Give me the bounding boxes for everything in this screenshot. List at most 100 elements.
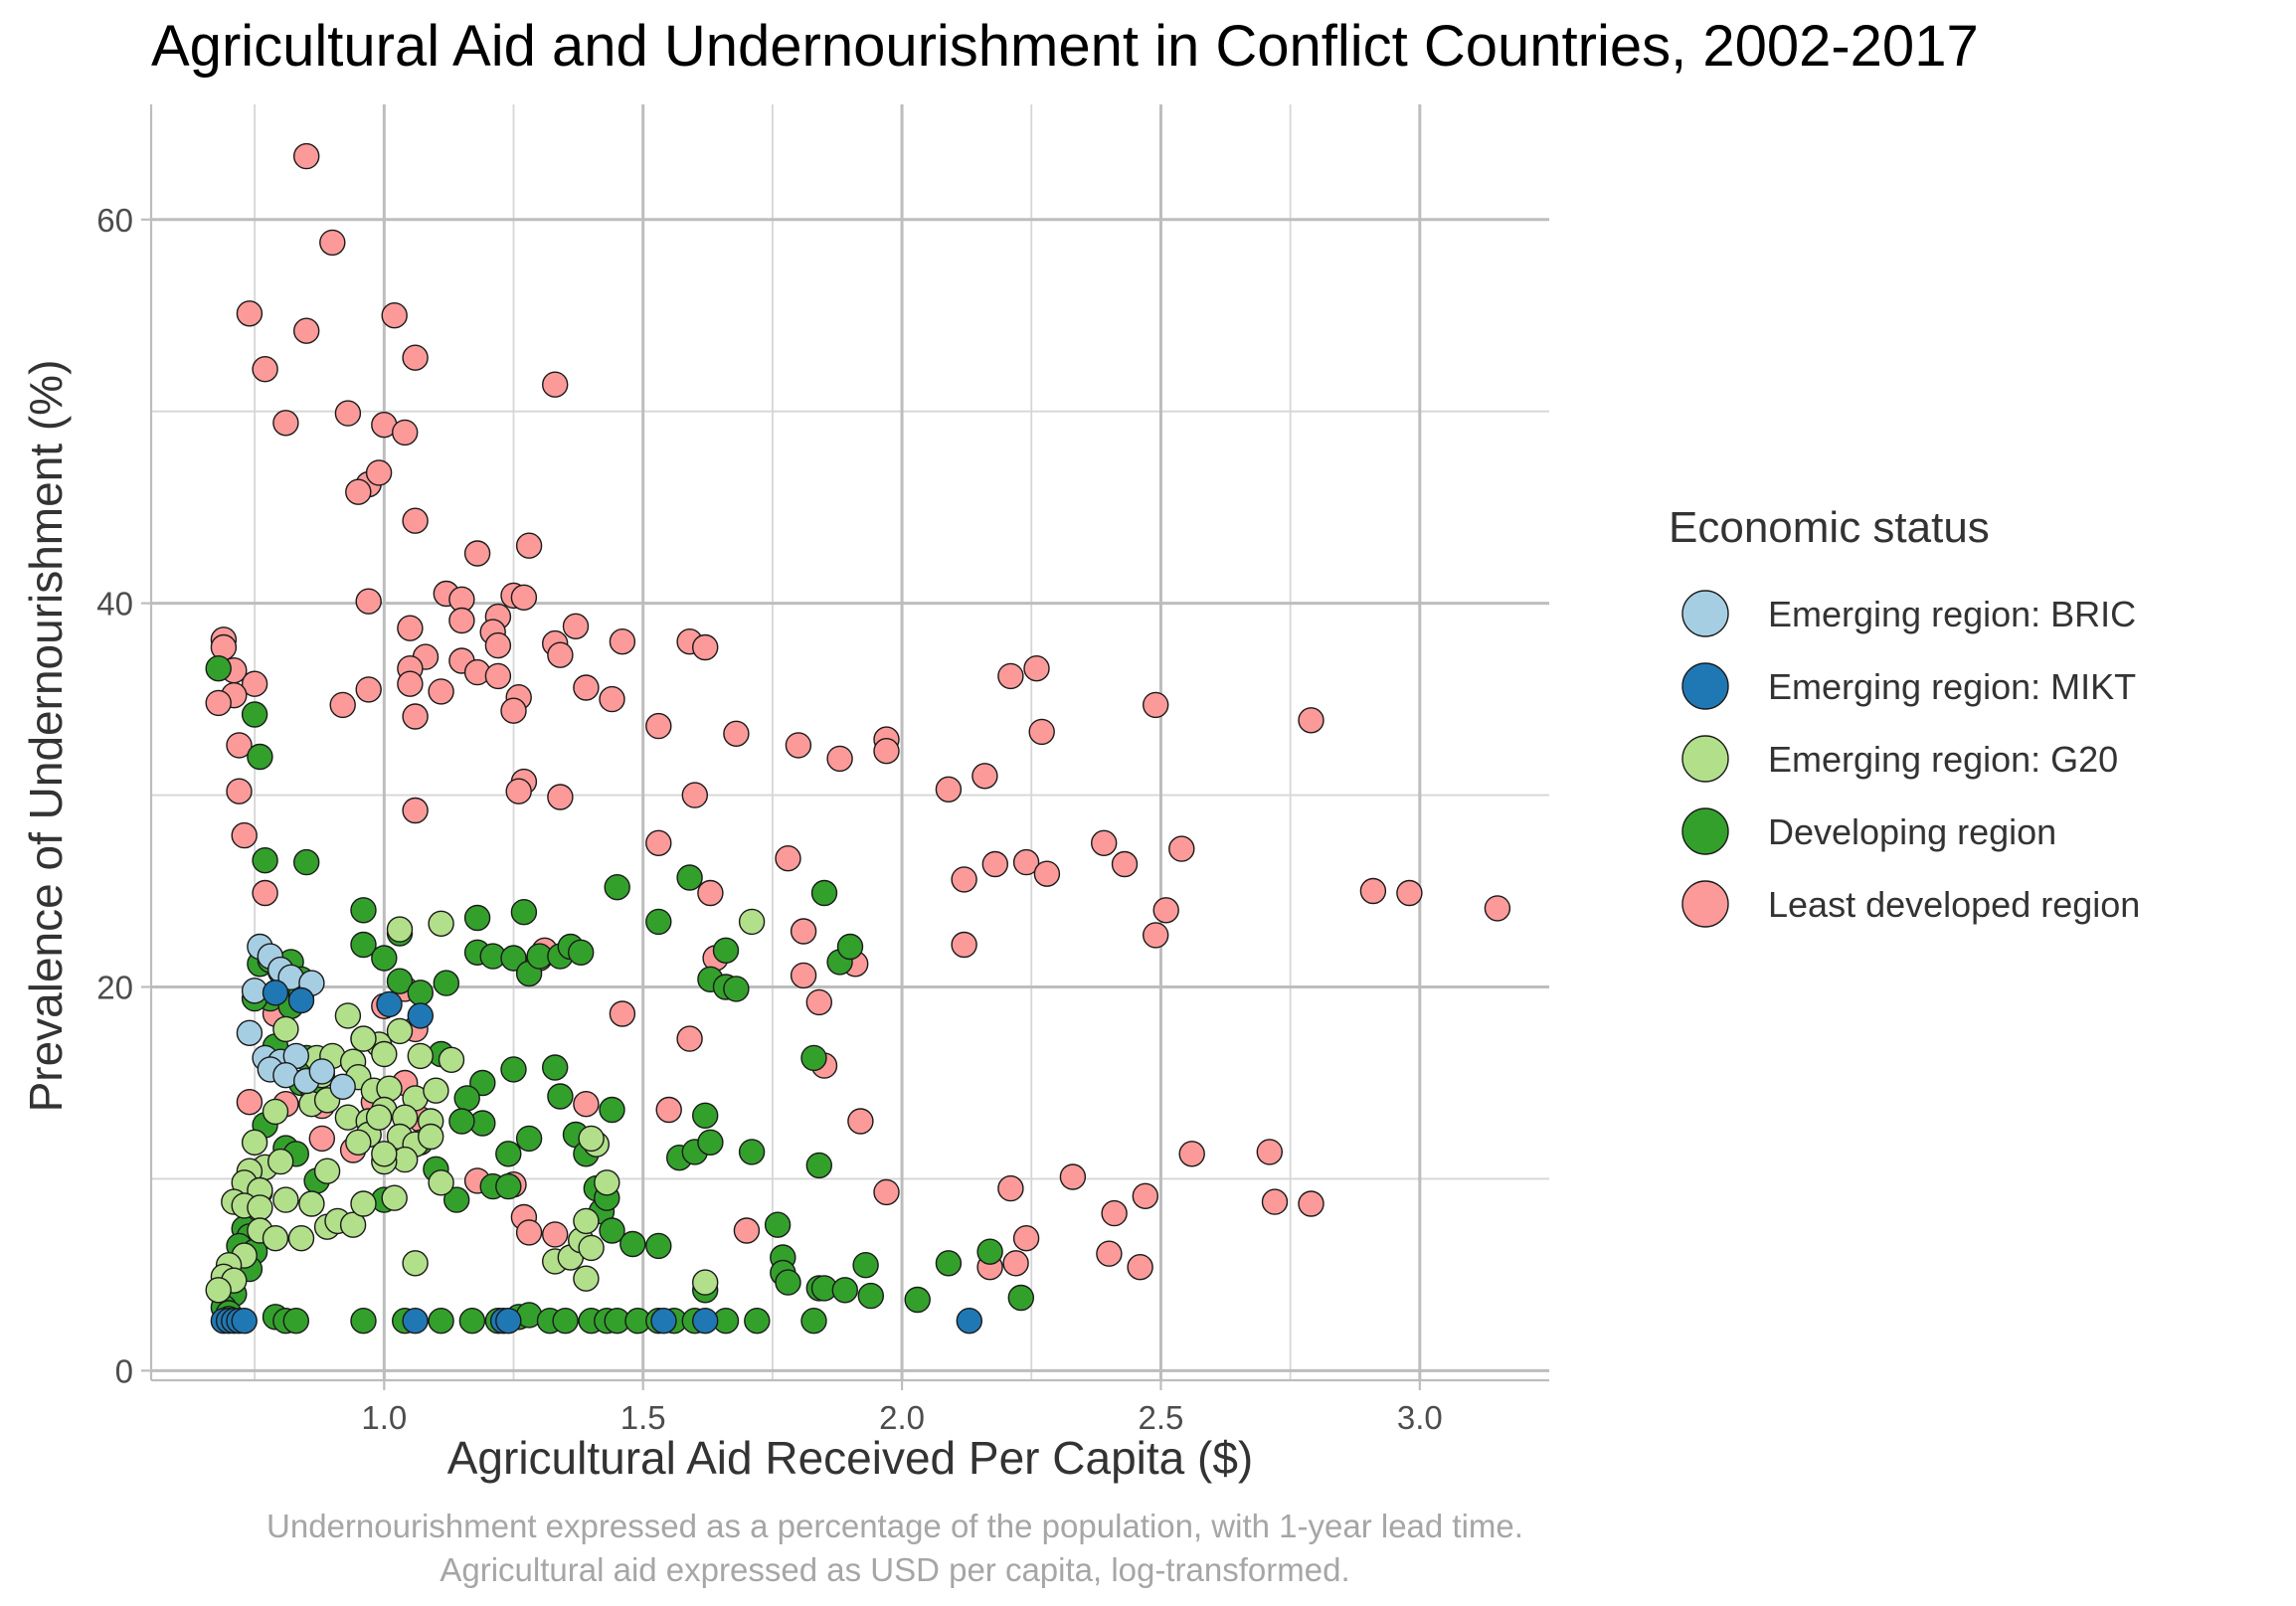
grid: [151, 104, 1549, 1380]
data-point-least-developed-region: [935, 776, 963, 803]
x-axis-title: Agricultural Aid Received Per Capita ($): [447, 1432, 1253, 1484]
data-point-emerging-region-g20: [287, 1224, 315, 1252]
data-point-emerging-region-g20: [578, 1234, 605, 1262]
data-points: [205, 142, 1511, 1335]
data-point-emerging-region-g20: [386, 916, 414, 943]
data-point-least-developed-region: [775, 845, 801, 872]
data-point-emerging-region-g20: [573, 1265, 600, 1292]
data-point-emerging-region-bric: [236, 1019, 264, 1047]
data-point-emerging-region-g20: [298, 1190, 325, 1217]
data-point-developing-region: [836, 933, 864, 961]
data-point-developing-region: [857, 1282, 884, 1310]
legend-key-emerging-region-bric: [1681, 590, 1729, 637]
data-point-least-developed-region: [1111, 850, 1139, 878]
data-point-emerging-region-g20: [692, 1269, 719, 1296]
data-point-least-developed-region: [951, 931, 977, 959]
data-point-least-developed-region: [1127, 1253, 1153, 1281]
data-point-least-developed-region: [428, 678, 454, 705]
axes: 1.0 1.5 2.0 2.5 3.0 0 20 40 60: [96, 104, 1549, 1436]
legend-title: Economic status: [1669, 503, 1990, 552]
data-point-least-developed-region: [241, 670, 268, 697]
data-point-least-developed-region: [1396, 879, 1423, 907]
y-tick-label: 40: [96, 586, 133, 623]
data-point-least-developed-region: [609, 628, 636, 655]
data-point-least-developed-region: [847, 1108, 874, 1135]
data-point-emerging-region-g20: [428, 1169, 454, 1196]
data-point-least-developed-region: [542, 1221, 569, 1248]
data-point-developing-region: [428, 1307, 454, 1335]
data-point-emerging-region-mikt: [402, 1307, 429, 1335]
data-point-developing-region: [775, 1269, 801, 1296]
data-point-least-developed-region: [676, 1025, 703, 1052]
data-point-developing-region: [252, 847, 278, 874]
data-point-emerging-region-g20: [334, 1002, 362, 1029]
data-point-least-developed-region: [645, 829, 672, 856]
data-point-least-developed-region: [1152, 897, 1179, 924]
data-point-developing-region: [645, 1232, 672, 1260]
data-point-least-developed-region: [484, 631, 512, 659]
data-point-least-developed-region: [547, 784, 574, 810]
data-point-emerging-region-g20: [339, 1211, 367, 1238]
y-tick-label: 60: [96, 202, 133, 239]
data-point-least-developed-region: [1142, 691, 1169, 719]
data-point-least-developed-region: [697, 879, 724, 907]
caption-line-1: Undernourishment expressed as a percenta…: [266, 1508, 1523, 1544]
data-point-least-developed-region: [805, 988, 832, 1016]
data-point-least-developed-region: [692, 633, 719, 661]
data-point-developing-region: [458, 1307, 486, 1335]
data-point-developing-region: [1007, 1284, 1035, 1312]
data-point-developing-region: [810, 879, 838, 907]
data-point-developing-region: [500, 1056, 527, 1083]
data-point-least-developed-region: [510, 584, 538, 611]
data-point-developing-region: [764, 1211, 792, 1238]
x-tick-label: 2.5: [1139, 1399, 1184, 1436]
data-point-least-developed-region: [971, 763, 998, 790]
data-point-emerging-region-g20: [365, 1104, 393, 1131]
data-point-emerging-region-mikt: [231, 1307, 258, 1335]
data-point-emerging-region-mikt: [495, 1307, 522, 1335]
data-point-least-developed-region: [381, 302, 408, 329]
data-point-emerging-region-g20: [272, 1015, 299, 1043]
data-point-developing-region: [604, 874, 630, 901]
legend-label-least-developed-region: Least developed region: [1768, 884, 2140, 925]
data-point-least-developed-region: [355, 676, 382, 703]
data-point-least-developed-region: [609, 1000, 636, 1027]
data-point-emerging-region-g20: [438, 1046, 465, 1074]
legend-key-emerging-region-mikt: [1681, 662, 1729, 710]
data-point-least-developed-region: [1298, 707, 1325, 734]
data-point-developing-region: [495, 1141, 522, 1167]
data-point-least-developed-region: [334, 400, 362, 427]
data-point-emerging-region-g20: [345, 1129, 372, 1157]
data-point-least-developed-region: [981, 850, 1008, 878]
data-point-least-developed-region: [1142, 922, 1169, 949]
x-tick-label: 1.0: [361, 1399, 407, 1436]
data-point-developing-region: [619, 1230, 646, 1258]
data-point-developing-region: [568, 939, 595, 966]
data-point-developing-region: [542, 1054, 569, 1081]
legend-label-emerging-region-bric: Emerging region: BRIC: [1768, 594, 2136, 634]
data-point-developing-region: [697, 1129, 724, 1157]
data-point-developing-region: [453, 1085, 480, 1112]
x-tick-label: 2.0: [879, 1399, 925, 1436]
data-point-emerging-region-bric: [329, 1073, 356, 1101]
data-point-least-developed-region: [1028, 718, 1055, 746]
data-point-emerging-region-g20: [428, 910, 454, 937]
data-point-least-developed-region: [515, 1219, 543, 1246]
data-point-developing-region: [547, 1083, 574, 1110]
data-point-developing-region: [386, 968, 414, 994]
data-point-developing-region: [371, 945, 398, 972]
data-point-least-developed-region: [402, 703, 429, 730]
data-point-developing-region: [599, 1217, 625, 1244]
data-point-emerging-region-g20: [381, 1184, 408, 1211]
data-point-emerging-region-g20: [205, 1277, 232, 1304]
data-point-least-developed-region: [1059, 1163, 1087, 1190]
data-point-least-developed-region: [345, 478, 372, 505]
data-point-least-developed-region: [365, 459, 393, 486]
data-point-developing-region: [800, 1044, 827, 1072]
data-point-least-developed-region: [252, 879, 278, 907]
legend-key-developing-region: [1681, 807, 1729, 855]
data-point-emerging-region-g20: [371, 1040, 398, 1068]
legend-label-emerging-region-mikt: Emerging region: MIKT: [1768, 666, 2136, 707]
data-point-least-developed-region: [733, 1217, 761, 1244]
